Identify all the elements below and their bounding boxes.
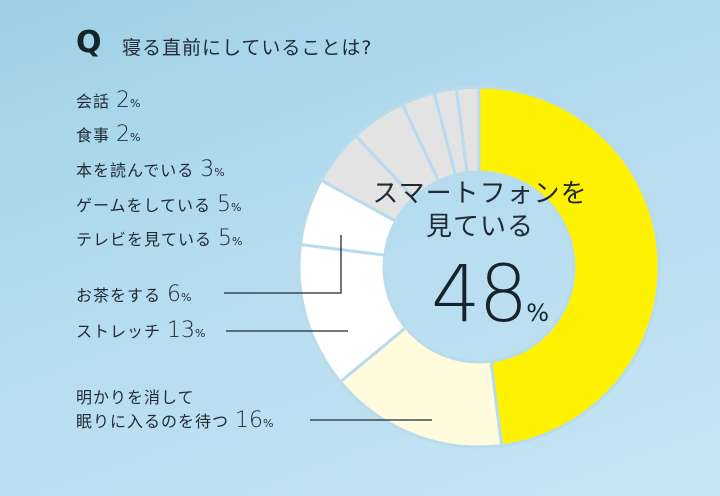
- donut-segment: [338, 325, 504, 449]
- center-value: 48%: [410, 250, 570, 340]
- label-unit: %: [195, 327, 206, 340]
- donut-segment: [477, 85, 661, 448]
- label-stretch: ストレッチ 13%: [76, 318, 205, 343]
- chart-title: 寝る直前にしていることは?: [122, 37, 373, 59]
- leader-lines: [224, 235, 432, 421]
- label-value: 6: [167, 282, 182, 307]
- label-gaming: ゲームをしている 5%: [76, 192, 242, 217]
- label-value: 13: [167, 318, 196, 343]
- center-label: スマートフォンを 見ている: [360, 178, 600, 243]
- label-lights-off: 眠りに入るのを待つ 16%: [76, 408, 273, 433]
- center-value-unit: %: [526, 299, 550, 327]
- center-value-number: 48: [430, 250, 528, 340]
- label-unit: %: [130, 97, 141, 110]
- center-label-line2: 見ている: [425, 211, 534, 242]
- label-tea: お茶をする 6%: [76, 282, 191, 307]
- label-text: ゲームをしている: [76, 196, 212, 215]
- label-text: 眠りに入るのを待つ: [76, 412, 230, 431]
- label-unit: %: [130, 131, 141, 144]
- label-tv: テレビを見ている 5%: [76, 226, 242, 251]
- label-value: 5: [217, 192, 232, 217]
- label-value: 2: [116, 122, 131, 147]
- label-text: 食事: [76, 126, 111, 145]
- q-mark-icon: Q: [76, 25, 102, 60]
- label-reading: 本を読んでいる 3%: [76, 157, 225, 182]
- label-lights-off-line1: 明かりを消して: [76, 384, 195, 408]
- label-text: 明かりを消して: [76, 388, 195, 407]
- label-unit: %: [231, 201, 242, 214]
- label-unit: %: [232, 235, 243, 248]
- label-value: 5: [218, 226, 233, 251]
- label-unit: %: [263, 417, 274, 430]
- center-label-line1: スマートフォンを: [372, 179, 588, 209]
- label-value: 2: [116, 88, 131, 113]
- label-unit: %: [181, 291, 192, 304]
- label-text: お茶をする: [76, 286, 162, 305]
- label-value: 16: [235, 408, 264, 433]
- leader-line-tea: [224, 235, 342, 294]
- donut-segment: [454, 85, 481, 175]
- label-text: 会話: [76, 92, 111, 111]
- label-text: ストレッチ: [76, 322, 162, 341]
- label-meal: 食事 2%: [76, 122, 140, 147]
- label-conversation: 会話 2%: [76, 88, 140, 113]
- label-text: 本を読んでいる: [76, 161, 195, 180]
- donut-segments: [297, 85, 661, 449]
- label-value: 3: [200, 157, 215, 182]
- label-unit: %: [214, 166, 225, 179]
- label-text: テレビを見ている: [76, 230, 213, 249]
